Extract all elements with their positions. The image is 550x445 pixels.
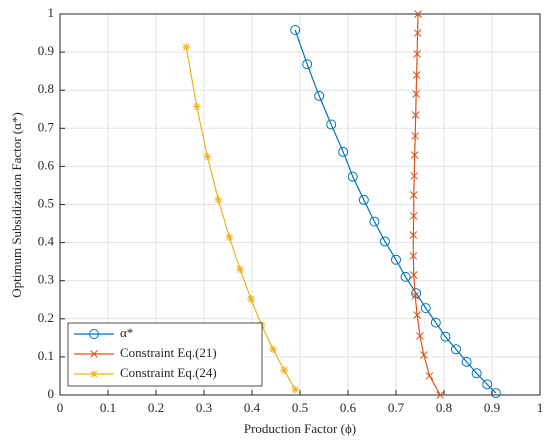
x-tick-label: 0.9 xyxy=(484,400,500,415)
marker xyxy=(490,388,501,399)
marker xyxy=(412,71,421,79)
marker xyxy=(326,119,337,130)
x-axis-label: Production Factor (ϕ) xyxy=(244,421,356,436)
marker xyxy=(89,329,99,339)
marker xyxy=(291,385,300,394)
x-tick-label: 0.2 xyxy=(148,400,164,415)
legend-label: Constraint Eq.(21) xyxy=(120,345,217,360)
series-line xyxy=(412,14,441,395)
y-tick-label: 0.7 xyxy=(38,119,55,134)
y-tick-label: 0.4 xyxy=(38,234,55,249)
x-tick-label: 1 xyxy=(537,400,544,415)
marker xyxy=(236,265,244,274)
legend-label: Constraint Eq.(24) xyxy=(120,365,217,380)
marker xyxy=(182,43,191,52)
marker xyxy=(430,317,441,328)
marker xyxy=(411,292,420,300)
marker xyxy=(290,25,301,36)
x-tick-label: 0.6 xyxy=(340,400,357,415)
marker xyxy=(225,233,234,242)
marker xyxy=(409,212,418,220)
x-tick-label: 0 xyxy=(57,400,64,415)
y-tick-label: 0.5 xyxy=(38,195,54,210)
marker xyxy=(482,379,493,390)
y-tick-label: 0 xyxy=(48,386,55,401)
marker xyxy=(409,271,418,279)
y-tick-label: 0.8 xyxy=(38,81,54,96)
x-tick-label: 0.8 xyxy=(436,400,452,415)
marker xyxy=(410,151,419,159)
marker xyxy=(391,254,401,265)
marker xyxy=(269,345,278,354)
y-tick-label: 0.9 xyxy=(38,43,54,58)
marker xyxy=(409,252,418,260)
marker xyxy=(414,10,422,18)
marker xyxy=(90,370,98,378)
marker xyxy=(247,294,256,303)
marker xyxy=(451,344,461,355)
y-tick-label: 0.1 xyxy=(38,348,54,363)
marker xyxy=(436,391,445,399)
y-tick-label: 0.3 xyxy=(38,272,54,287)
marker xyxy=(203,152,212,161)
marker xyxy=(413,311,421,319)
marker xyxy=(400,271,411,282)
marker xyxy=(471,368,482,379)
marker xyxy=(358,194,369,205)
marker xyxy=(411,132,420,140)
x-tick-label: 0.7 xyxy=(388,400,405,415)
marker xyxy=(461,356,472,367)
marker xyxy=(347,171,358,182)
x-tick-label: 0.1 xyxy=(100,400,116,415)
marker xyxy=(425,372,434,380)
marker xyxy=(338,146,349,157)
marker xyxy=(90,350,98,358)
y-tick-label: 1 xyxy=(48,5,55,20)
marker xyxy=(214,195,223,204)
y-tick-label: 0.2 xyxy=(38,310,54,325)
marker xyxy=(302,59,313,70)
marker xyxy=(420,303,431,314)
plot-frame xyxy=(59,13,541,396)
marker xyxy=(409,191,418,199)
marker xyxy=(409,231,418,239)
marker xyxy=(419,351,428,359)
legend-label: α* xyxy=(120,325,133,340)
marker xyxy=(379,236,390,247)
marker xyxy=(411,288,422,299)
x-tick-label: 0.3 xyxy=(196,400,212,415)
marker xyxy=(192,102,201,111)
x-tick-label: 0.4 xyxy=(244,400,261,415)
marker xyxy=(314,90,325,101)
marker xyxy=(440,331,451,342)
marker xyxy=(410,172,419,180)
marker xyxy=(280,366,289,375)
marker xyxy=(411,111,420,119)
y-tick-label: 0.6 xyxy=(38,157,55,172)
marker xyxy=(416,332,424,340)
marker xyxy=(412,90,421,98)
marker xyxy=(413,29,422,37)
x-tick-label: 0.5 xyxy=(292,400,308,415)
marker xyxy=(413,50,421,58)
y-axis-label: Optimum Subsidization Factor (α*) xyxy=(9,112,24,298)
marker xyxy=(369,216,380,227)
